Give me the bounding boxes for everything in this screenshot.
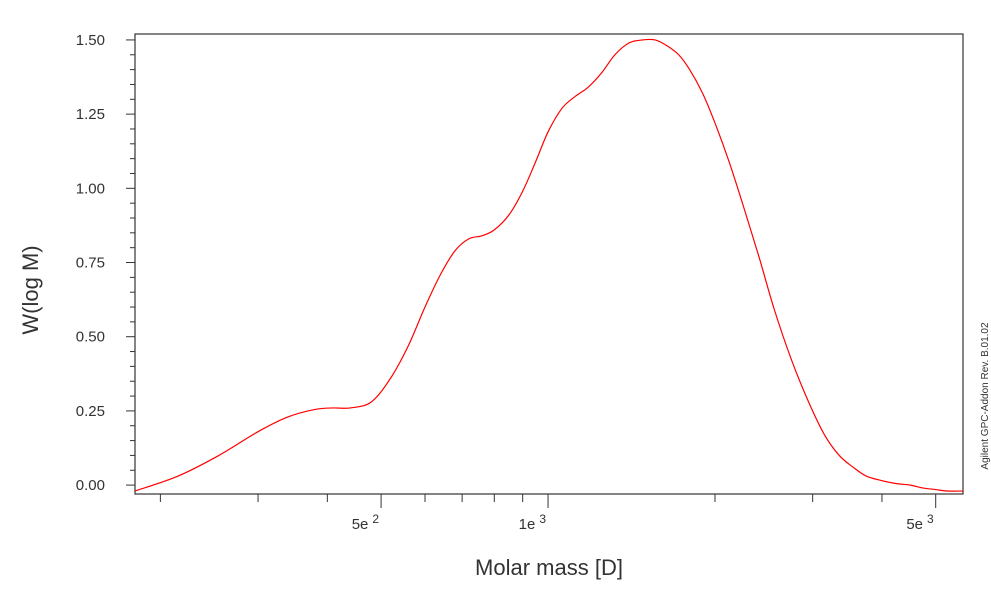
x-axis-title: Molar mass [D] bbox=[475, 555, 623, 580]
molar-mass-distribution-line bbox=[135, 38, 963, 492]
series-layer bbox=[135, 38, 963, 492]
y-tick-label: 1.25 bbox=[76, 106, 105, 123]
y-tick-label: 1.50 bbox=[76, 32, 105, 49]
y-axis: 0.00 0.25 0.50 0.75 1.00 1.25 1.50 bbox=[76, 32, 135, 494]
x-axis: 5e 2 1e 3 5e 3 bbox=[159, 494, 937, 533]
y-tick-label: 0.75 bbox=[76, 255, 105, 272]
plot-frame bbox=[134, 33, 964, 495]
y-tick-label: 1.00 bbox=[76, 180, 105, 197]
x-tick-label: 5e 2 bbox=[352, 512, 380, 533]
x-tick-label: 5e 3 bbox=[906, 512, 934, 533]
y-tick-label: 0.50 bbox=[76, 329, 105, 346]
x-tick-label: 1e 3 bbox=[519, 512, 547, 533]
y-axis-title: W(log M) bbox=[18, 245, 43, 334]
y-tick-label: 0.00 bbox=[76, 477, 105, 494]
software-version-annotation: Agilent GPC-Addon Rev. B.01.02 bbox=[980, 322, 991, 470]
y-tick-label: 0.25 bbox=[76, 403, 105, 420]
